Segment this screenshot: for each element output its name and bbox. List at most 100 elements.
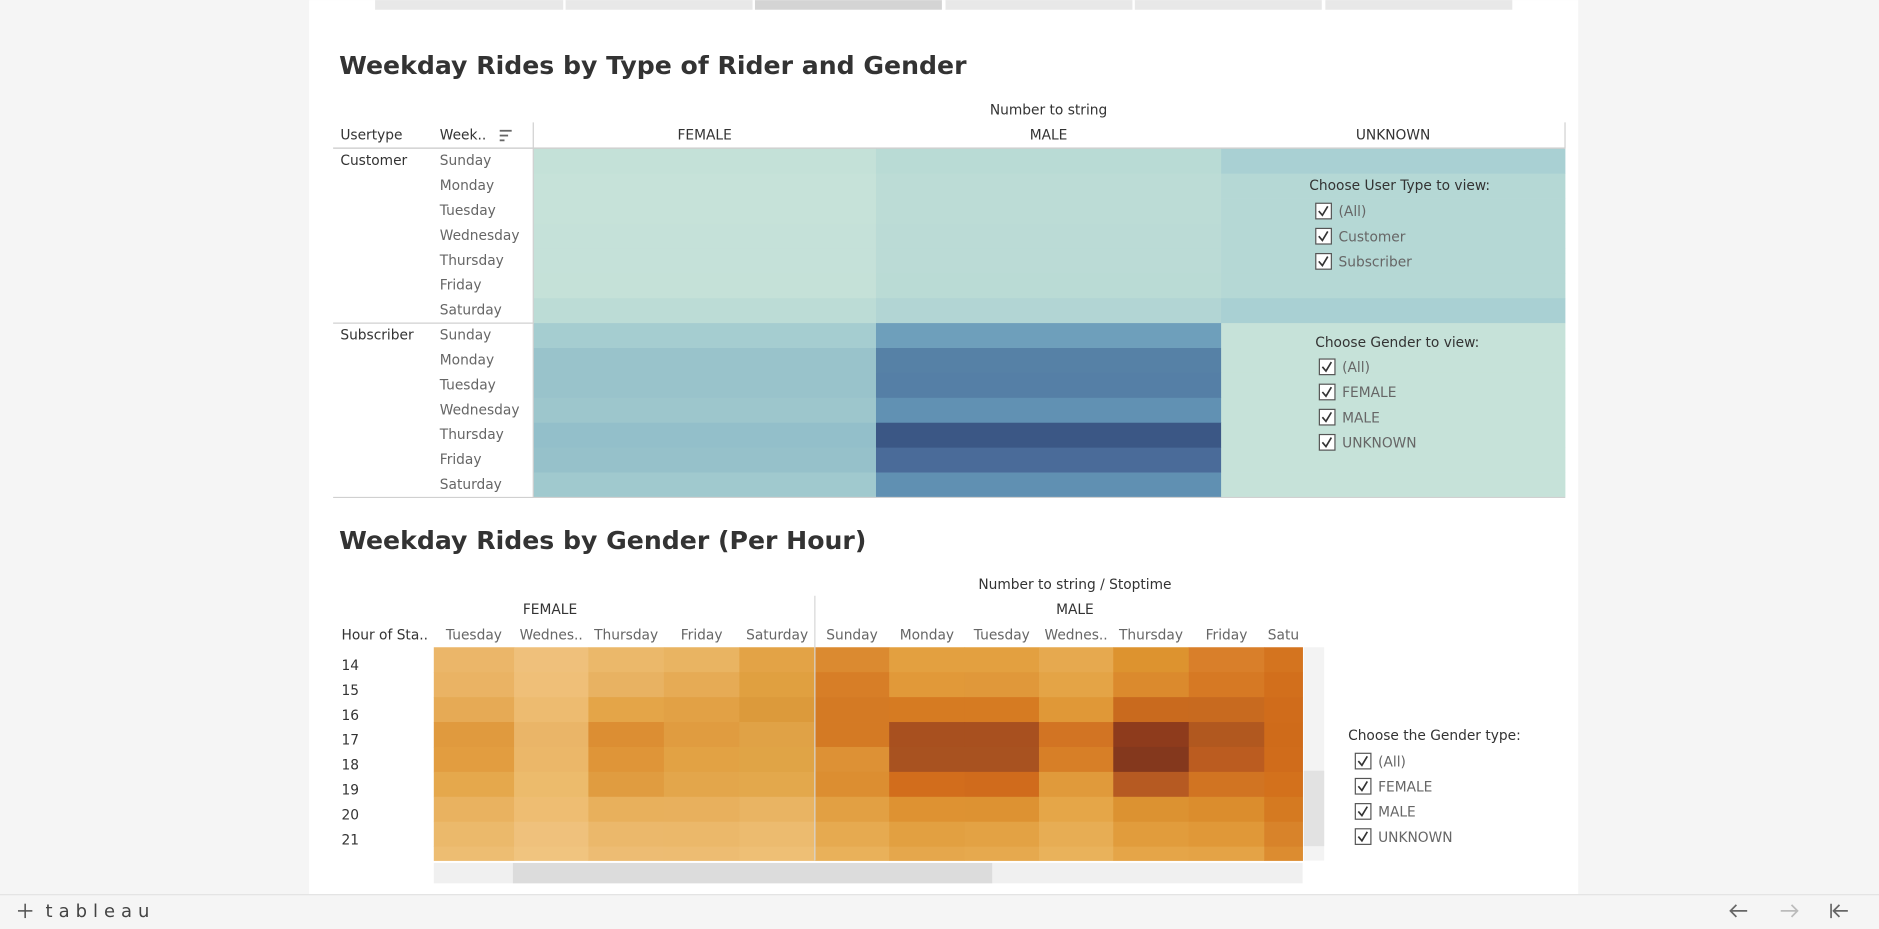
filter-option[interactable]: MALE [1342,410,1380,426]
tab[interactable] [1134,0,1322,10]
checkbox[interactable] [1354,752,1372,770]
heatmap-cell [1113,746,1190,773]
checkbox[interactable] [1318,433,1336,451]
heatmap-cell [514,746,589,773]
sort-icon[interactable] [499,129,512,142]
nav-buttons [1729,903,1848,919]
heatmap-cell [663,821,740,848]
heatmap-cell [964,722,1040,748]
scrollbar-thumb[interactable] [1303,770,1325,847]
tab[interactable] [565,0,753,10]
hour-label: 15 [342,683,360,699]
heatmap-cell [1113,722,1190,748]
heatmap-cell [588,796,665,823]
hour-label: 14 [342,658,360,674]
heatmap-cell [875,273,1222,299]
checkbox[interactable] [1318,383,1336,401]
filter-option[interactable]: UNKNOWN [1342,436,1416,452]
heatmap-cell [964,821,1040,848]
heatmap-cell [875,198,1222,224]
filter-option[interactable]: MALE [1378,805,1416,821]
column-header: MALE [1030,128,1068,144]
day-label: Friday [440,452,482,468]
heatmap-cell [875,323,1222,349]
heatmap-cell [514,821,589,848]
heatmap-cell [814,647,890,673]
heatmap-cell [1113,647,1190,673]
group-header: FEMALE [523,602,577,618]
tab[interactable] [754,0,942,10]
heatmap-cell [533,148,877,175]
filter-option[interactable]: Customer [1339,229,1406,245]
checkbox[interactable] [1354,803,1372,820]
checkbox[interactable] [1315,202,1332,220]
day-label: Tuesday [439,203,496,219]
heatmap-cell [889,697,966,723]
filter-option[interactable]: FEMALE [1342,385,1396,401]
heatmap-cell [1188,771,1265,798]
checkmark [1357,781,1369,792]
filter-option[interactable]: UNKNOWN [1378,830,1452,846]
checkbox[interactable] [1318,358,1336,376]
heatmap-cell [663,672,740,698]
checkbox[interactable] [1354,777,1372,795]
day-label: Friday [681,627,723,643]
heatmap-cell [1038,846,1114,861]
heatmap-cell [1113,771,1190,798]
day-label: Tuesday [445,627,502,643]
tab[interactable] [1325,0,1513,10]
filter-option[interactable]: (All) [1342,360,1370,376]
day-label: Thursday [439,253,504,269]
heatmap-cell [1221,397,1566,424]
heatmap-cell [588,846,665,861]
heatmap-cell [889,821,966,848]
day-label: Satu [1268,627,1299,643]
day-label: Wednesday [440,228,520,244]
filter-option[interactable]: Subscriber [1339,255,1413,271]
heatmap-cell [1188,672,1265,698]
tableau-logo[interactable]: tableau [46,901,156,922]
heatmap-cell [875,447,1222,473]
column-header: FEMALE [677,128,731,144]
heatmap-cell [1264,672,1303,698]
heatmap-cell [889,771,966,798]
heatmap-cell [964,771,1040,798]
scrollbar-thumb[interactable] [512,862,993,884]
tab[interactable] [945,0,1133,10]
heatmap-cell [964,697,1040,723]
heatmap-cell [964,846,1040,861]
hour-label: 16 [342,708,360,724]
day-label: Tuesday [439,377,496,393]
checkbox[interactable] [1315,252,1332,270]
heatmap-cell [1221,173,1566,199]
filter-option[interactable]: (All) [1378,754,1406,770]
heatmap-cell [1264,846,1303,861]
checkbox[interactable] [1315,227,1332,245]
heatmap-cell [533,223,877,249]
heatmap-cell [964,647,1040,673]
checkbox[interactable] [1318,408,1336,426]
checkbox[interactable] [1354,828,1372,845]
heatmap-cell [433,647,515,673]
redo-button[interactable] [1780,904,1799,918]
heatmap-cell [875,422,1222,448]
heatmap-cell [1264,821,1303,848]
heatmap-cell [1221,298,1566,324]
undo-button[interactable] [1729,904,1748,918]
filter-option[interactable]: FEMALE [1378,779,1432,795]
revert-button[interactable] [1830,903,1848,919]
tab[interactable] [375,0,564,10]
heatmap-cell [433,771,515,798]
heatmap-cell [1113,672,1190,698]
tab-strip [375,0,1513,10]
heatmap-cell [1264,722,1303,748]
heatmap-cell [1188,697,1265,723]
heatmap-cell [1188,722,1265,748]
filter-option[interactable]: (All) [1339,204,1367,220]
day-label: Monday [440,352,494,368]
heatmap-cell [533,323,877,349]
heatmap-cell [1264,746,1303,773]
heatmap-cell [1113,821,1190,848]
